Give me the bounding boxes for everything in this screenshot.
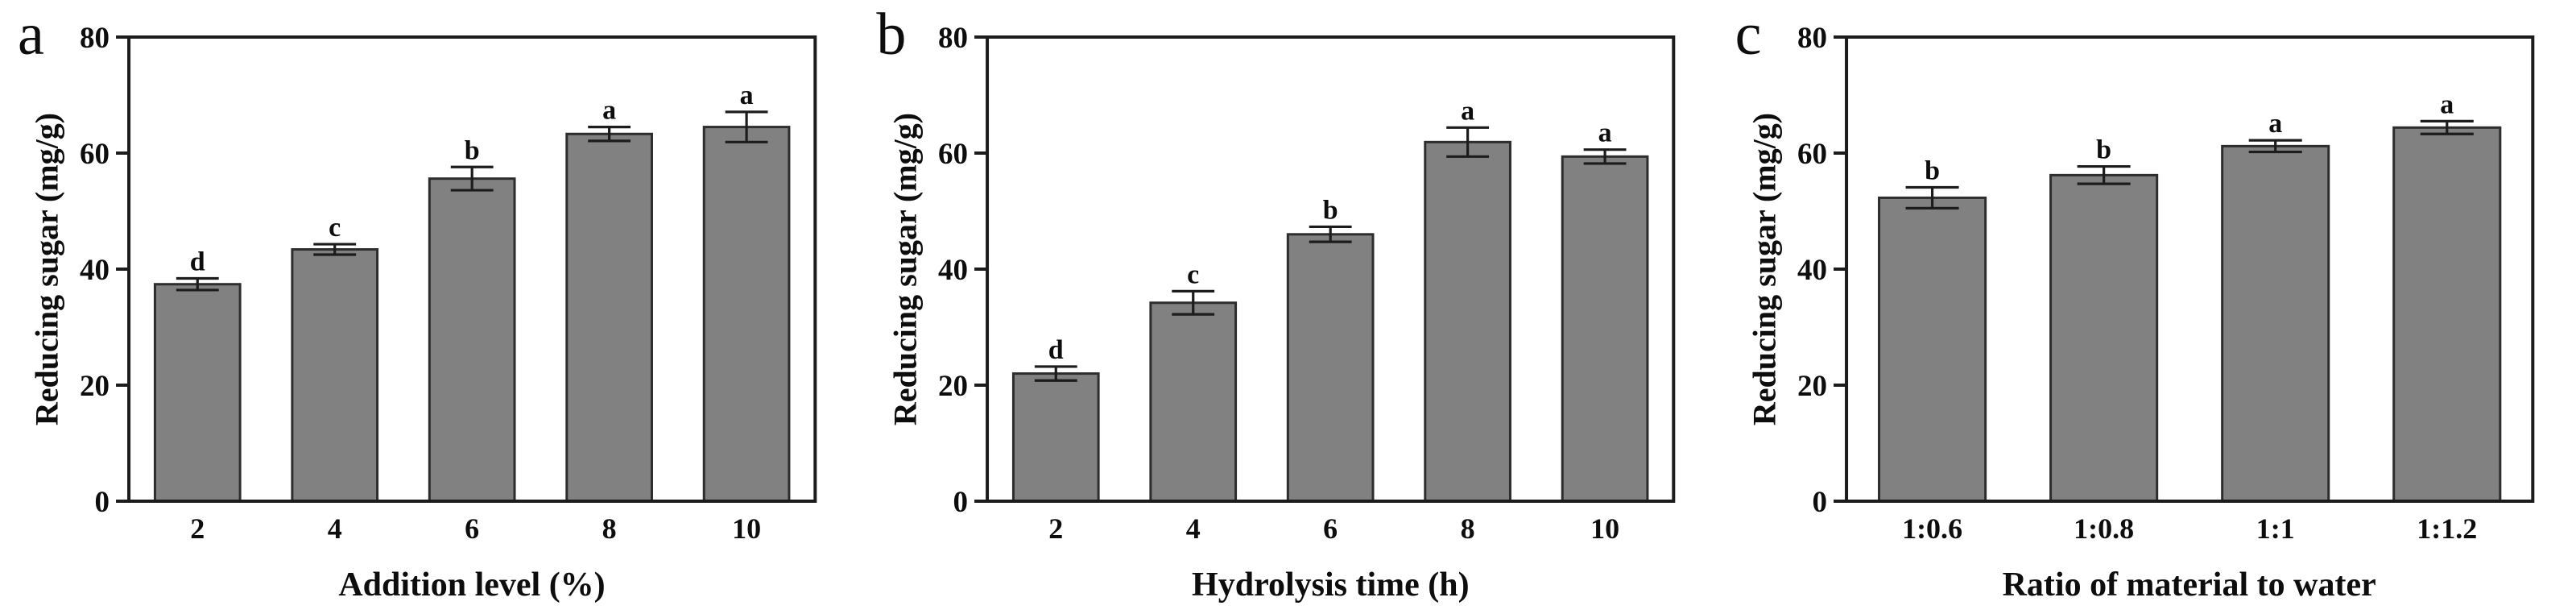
significance-letter: a bbox=[602, 96, 616, 126]
x-tick-label: 4 bbox=[1186, 512, 1201, 545]
y-tick-label: 60 bbox=[1797, 138, 1827, 171]
y-tick-label: 20 bbox=[938, 370, 968, 403]
significance-letter: c bbox=[1188, 259, 1200, 289]
y-tick-label: 60 bbox=[938, 138, 968, 171]
y-tick-label: 80 bbox=[80, 22, 110, 55]
significance-letter: b bbox=[465, 135, 480, 165]
significance-letter: b bbox=[1925, 156, 1940, 185]
x-tick-label: 2 bbox=[1049, 512, 1064, 545]
x-tick-label: 6 bbox=[465, 512, 479, 545]
significance-letter: a bbox=[2440, 89, 2454, 119]
y-tick-label: 40 bbox=[1797, 254, 1827, 287]
panel-label-b: b bbox=[876, 2, 907, 68]
bar bbox=[291, 248, 379, 503]
x-tick-label: 8 bbox=[1461, 512, 1475, 545]
significance-letter: a bbox=[1598, 118, 1612, 148]
bar bbox=[153, 283, 242, 503]
x-tick-label: 10 bbox=[732, 512, 761, 545]
y-tick-label: 20 bbox=[80, 370, 110, 403]
bar bbox=[1149, 301, 1238, 503]
y-tick-label: 80 bbox=[938, 22, 968, 55]
x-tick-label: 8 bbox=[602, 512, 617, 545]
bar bbox=[1424, 140, 1512, 503]
bar-chart-c: b 1:0.6 b 1:0.8 a 1:1 a 1:1.2 0 20 40 60 80 bbox=[1797, 22, 2534, 545]
bar-chart-b: d 2 c 4 b 6 a 8 a 10 0 20 40 60 80 bbox=[938, 22, 1676, 545]
y-tick-label: 0 bbox=[1812, 486, 1827, 519]
x-axis-title-b: Hydrolysis time (h) bbox=[1192, 566, 1470, 604]
bar bbox=[702, 126, 791, 503]
plot-box bbox=[986, 35, 1676, 503]
bar-chart-a: d 2 c 4 b 6 a 8 a 10 0 20 40 60 80 bbox=[80, 22, 817, 545]
x-tick-label: 10 bbox=[1590, 512, 1619, 545]
significance-letter: b bbox=[2096, 135, 2111, 165]
y-tick-label: 20 bbox=[1797, 370, 1827, 403]
y-tick-label: 0 bbox=[95, 486, 110, 519]
panel-label-a: a bbox=[18, 2, 44, 68]
significance-letter: a bbox=[1461, 96, 1474, 126]
significance-letter: a bbox=[740, 81, 754, 110]
bar bbox=[2049, 173, 2158, 503]
bar bbox=[2220, 144, 2330, 503]
significance-letter: d bbox=[1048, 335, 1064, 365]
panel-label-c: c bbox=[1735, 2, 1762, 68]
x-tick-label: 1:0.8 bbox=[2074, 512, 2134, 545]
bar bbox=[1561, 155, 1649, 503]
x-tick-label: 2 bbox=[190, 512, 205, 545]
x-tick-label: 1:1.2 bbox=[2417, 512, 2477, 545]
bar bbox=[1012, 372, 1100, 503]
x-tick-label: 1:0.6 bbox=[1902, 512, 1962, 545]
bar bbox=[1877, 196, 1987, 503]
panel-a: a Reducing sugar (mg/g) d 2 c 4 b 6 a 8 a 10 0 20 40… bbox=[0, 0, 858, 614]
bar bbox=[428, 177, 516, 503]
bar bbox=[2392, 126, 2501, 503]
panel-c: c Reducing sugar (mg/g) b 1:0.6 b 1:0.8 a 1:1… bbox=[1718, 0, 2576, 614]
panel-b: b Reducing sugar (mg/g) d 2 c 4 b 6 a 8 a 10 0 20 40… bbox=[858, 0, 1717, 614]
plot-box bbox=[1844, 35, 2534, 503]
x-axis-title-c: Ratio of material to water bbox=[2002, 566, 2376, 604]
x-tick-label: 6 bbox=[1324, 512, 1338, 545]
y-tick-label: 40 bbox=[938, 254, 968, 287]
x-tick-label: 1:1 bbox=[2256, 512, 2294, 545]
significance-letter: b bbox=[1323, 195, 1338, 225]
significance-letter: d bbox=[190, 247, 205, 277]
bar bbox=[565, 132, 653, 503]
bar bbox=[1287, 233, 1375, 503]
significance-letter: a bbox=[2268, 109, 2282, 139]
y-tick-label: 40 bbox=[80, 254, 110, 287]
y-tick-label: 0 bbox=[953, 486, 969, 519]
x-tick-label: 4 bbox=[328, 512, 342, 545]
y-tick-label: 60 bbox=[80, 138, 110, 171]
plot-box bbox=[127, 35, 817, 503]
significance-letter: c bbox=[329, 213, 341, 243]
y-tick-label: 80 bbox=[1797, 22, 1827, 55]
x-axis-title-a: Addition level (%) bbox=[338, 566, 606, 604]
